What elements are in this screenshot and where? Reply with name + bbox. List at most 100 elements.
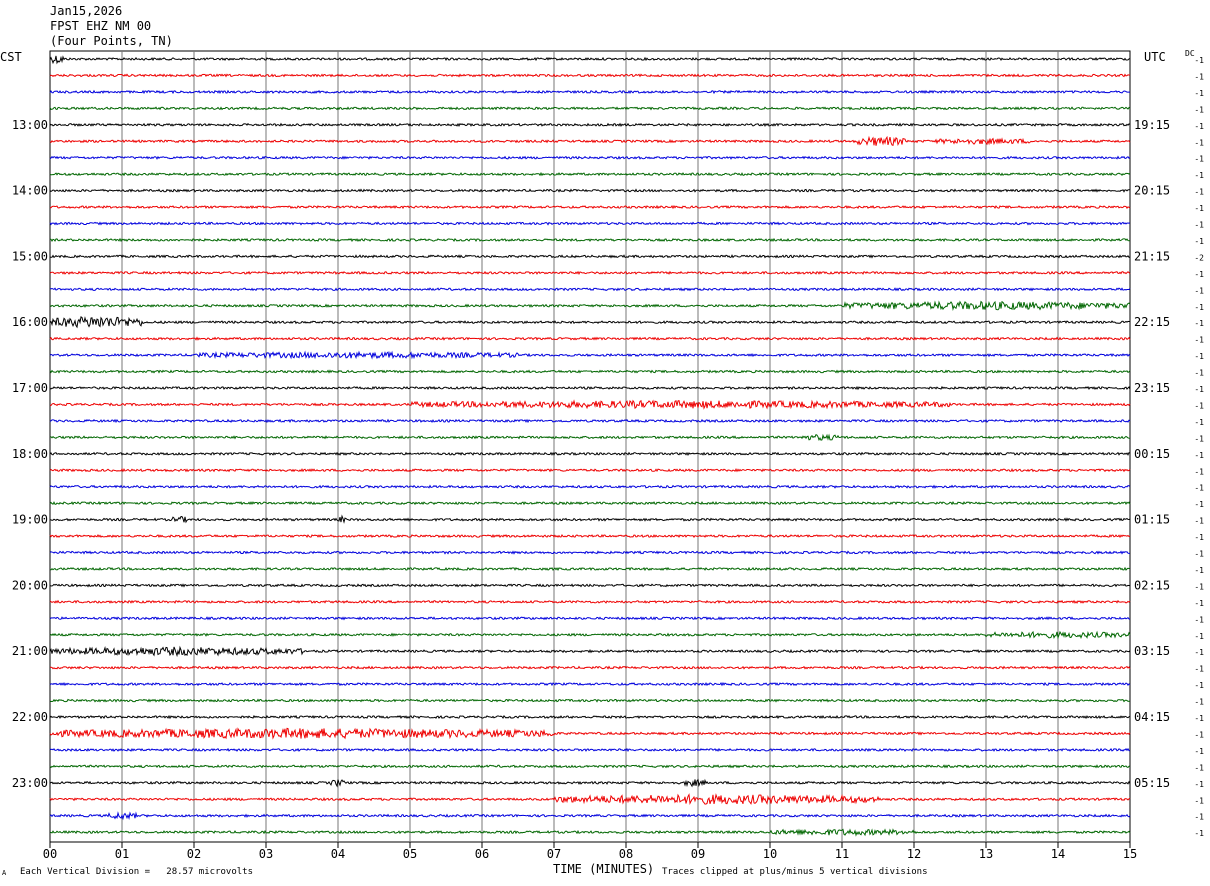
seismic-trace <box>49 778 1131 788</box>
cst-hour-label: 14:00 <box>12 184 48 198</box>
x-tick-label: 04 <box>331 847 345 861</box>
seismic-trace <box>49 221 1131 226</box>
seismic-trace <box>49 645 1131 658</box>
dc-offset-value: -1 <box>1194 204 1204 213</box>
cst-hour-label: 21:00 <box>12 644 48 658</box>
x-tick-label: 07 <box>547 847 561 861</box>
utc-hour-label: 00:15 <box>1134 447 1170 461</box>
clip-note: Traces clipped at plus/minus 5 vertical … <box>662 867 928 877</box>
dc-offset-value: -1 <box>1194 550 1204 559</box>
seismic-trace <box>49 55 1131 65</box>
dc-offset-value: -1 <box>1194 500 1204 509</box>
seismic-trace <box>49 514 1131 524</box>
seismic-trace <box>49 484 1131 489</box>
dc-offset-value: -1 <box>1194 780 1204 789</box>
dc-offset-value: -1 <box>1194 451 1204 460</box>
seismic-trace <box>49 237 1131 243</box>
seismic-trace <box>49 188 1130 193</box>
dc-offset-header: DC <box>1185 49 1195 58</box>
dc-offset-value: -1 <box>1194 352 1204 361</box>
seismic-trace <box>49 793 1131 806</box>
dc-offset-value: -1 <box>1194 796 1204 805</box>
dc-offset-value: -1 <box>1194 319 1204 328</box>
x-axis-title: TIME (MINUTES) <box>553 862 655 876</box>
x-tick-label: 03 <box>259 847 273 861</box>
seismic-trace <box>49 171 1131 177</box>
seismic-trace <box>49 616 1131 621</box>
seismic-trace <box>49 316 1131 329</box>
seismic-trace <box>49 533 1131 539</box>
dc-offset-value: -1 <box>1194 533 1204 542</box>
seismic-trace <box>49 204 1131 210</box>
seismic-trace <box>49 599 1131 604</box>
seismic-trace <box>49 106 1131 111</box>
x-tick-label: 02 <box>187 847 201 861</box>
dc-offset-value: -1 <box>1194 747 1204 756</box>
seismic-trace <box>49 135 1131 147</box>
x-tick-label: 12 <box>907 847 921 861</box>
cst-hour-label: 16:00 <box>12 315 48 329</box>
seismic-trace <box>49 500 1131 506</box>
dc-offset-value: -1 <box>1194 418 1204 427</box>
dc-offset-value: -1 <box>1194 122 1204 131</box>
cst-hour-label: 15:00 <box>12 249 48 263</box>
seismic-trace <box>49 155 1131 160</box>
dc-offset-value: -1 <box>1194 615 1204 624</box>
seismic-trace <box>49 698 1131 703</box>
dc-offset-value: -1 <box>1194 138 1204 147</box>
seismic-trace <box>49 385 1131 391</box>
dc-offset-value: -1 <box>1194 681 1204 690</box>
dc-offset-value: -1 <box>1194 730 1204 739</box>
seismic-trace <box>49 418 1131 424</box>
right-timezone-label: UTC <box>1144 50 1166 64</box>
dc-offset-value: -1 <box>1194 434 1204 443</box>
x-tick-label: 05 <box>403 847 417 861</box>
x-tick-label: 08 <box>619 847 633 861</box>
utc-hour-label: 19:15 <box>1134 118 1170 132</box>
dc-offset-value: -1 <box>1194 221 1204 230</box>
seismic-trace <box>49 73 1131 78</box>
seismic-trace <box>49 287 1131 292</box>
x-tick-label: 14 <box>1051 847 1065 861</box>
utc-hour-label: 23:15 <box>1134 381 1170 395</box>
dc-offset-value: -1 <box>1194 369 1204 378</box>
seismic-trace <box>49 336 1131 341</box>
x-tick-label: 13 <box>979 847 993 861</box>
x-tick-label: 01 <box>115 847 129 861</box>
seismic-trace <box>49 630 1131 640</box>
x-tick-label: 11 <box>835 847 849 861</box>
cst-hour-label: 17:00 <box>12 381 48 395</box>
scale-note: Each Vertical Division = 28.57 microvolt… <box>20 867 253 877</box>
dc-offset-value: -1 <box>1194 582 1204 591</box>
seismic-trace <box>49 811 1131 821</box>
dc-offset-value: -1 <box>1194 401 1204 410</box>
dc-offset-value: -1 <box>1194 336 1204 345</box>
utc-hour-label: 01:15 <box>1134 513 1170 527</box>
cst-hour-label: 20:00 <box>12 578 48 592</box>
cst-hour-label: 23:00 <box>12 776 48 790</box>
dc-offset-value: -1 <box>1194 698 1204 707</box>
dc-offset-value: -1 <box>1194 763 1204 772</box>
seismic-trace <box>49 122 1131 128</box>
seismic-trace <box>49 583 1131 588</box>
seismic-trace <box>49 747 1131 752</box>
dc-offset-value: -1 <box>1194 303 1204 312</box>
cst-hour-label: 19:00 <box>12 513 48 527</box>
dc-offset-value: -1 <box>1194 188 1204 197</box>
seismic-trace <box>49 451 1131 456</box>
cst-hour-label: 22:00 <box>12 710 48 724</box>
dc-offset-value: -1 <box>1194 467 1204 476</box>
corner-mark: A <box>2 869 7 877</box>
record-date: Jan15,2026 <box>50 4 123 18</box>
seismic-trace <box>49 828 1131 837</box>
x-tick-label: 09 <box>691 847 705 861</box>
dc-offset-value: -1 <box>1194 829 1204 838</box>
dc-offset-value: -1 <box>1194 648 1204 657</box>
seismic-trace <box>49 254 1131 259</box>
utc-hour-label: 21:15 <box>1134 249 1170 263</box>
seismic-trace <box>49 300 1131 311</box>
dc-offset-value: -1 <box>1194 517 1204 526</box>
dc-offset-value: -1 <box>1194 270 1204 279</box>
seismic-trace <box>49 433 1131 442</box>
x-tick-label: 06 <box>475 847 489 861</box>
